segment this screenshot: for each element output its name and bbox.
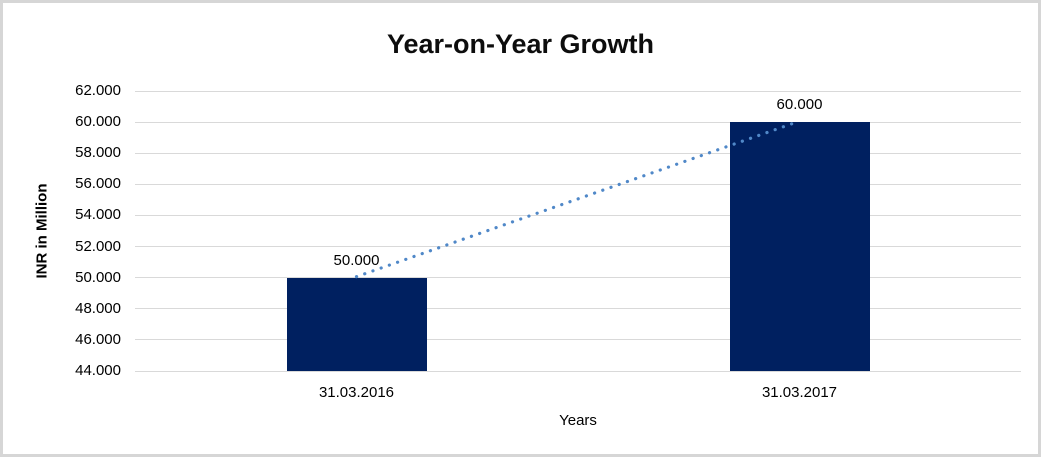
x-axis-title: Years [559, 412, 597, 429]
y-axis-tick-label: 60.000 [75, 113, 121, 131]
bar[interactable] [286, 277, 427, 371]
bar[interactable] [729, 122, 870, 371]
plot-area [135, 90, 1021, 372]
y-axis-tick-label: 62.000 [75, 82, 121, 99]
y-axis-tick-label: 48.000 [75, 299, 121, 317]
gridline [135, 308, 1021, 310]
gridline [135, 90, 1021, 92]
y-axis-tick-label: 44.000 [75, 362, 121, 379]
y-axis-tick-label: 52.000 [75, 237, 121, 255]
x-axis-category-label: 31.03.2017 [761, 384, 838, 401]
gridline [135, 121, 1021, 123]
gridline [135, 277, 1021, 279]
y-axis-tick-label: 50.000 [75, 268, 121, 286]
x-axis-category-label: 31.03.2016 [318, 384, 395, 401]
y-axis-tick-label: 56.000 [75, 175, 121, 193]
bar-data-label: 60.000 [776, 96, 823, 114]
y-axis-tick-label: 46.000 [75, 330, 121, 348]
y-axis-title: INR in Million [33, 183, 51, 279]
chart-title: Year-on-Year Growth [386, 29, 655, 59]
gridline [135, 214, 1021, 216]
trendline-line[interactable] [354, 119, 802, 279]
gridline [135, 152, 1021, 154]
y-axis-tick-label: 54.000 [75, 206, 121, 224]
gridline [135, 339, 1021, 341]
bar-data-label: 50.000 [333, 251, 380, 269]
chart: Year-on-Year Growth INR in Million Years… [3, 3, 1038, 454]
gridline [135, 183, 1021, 185]
gridline [135, 370, 1021, 372]
y-axis-tick-label: 58.000 [75, 144, 121, 162]
gridline [135, 246, 1021, 248]
trendline[interactable] [135, 91, 1021, 371]
